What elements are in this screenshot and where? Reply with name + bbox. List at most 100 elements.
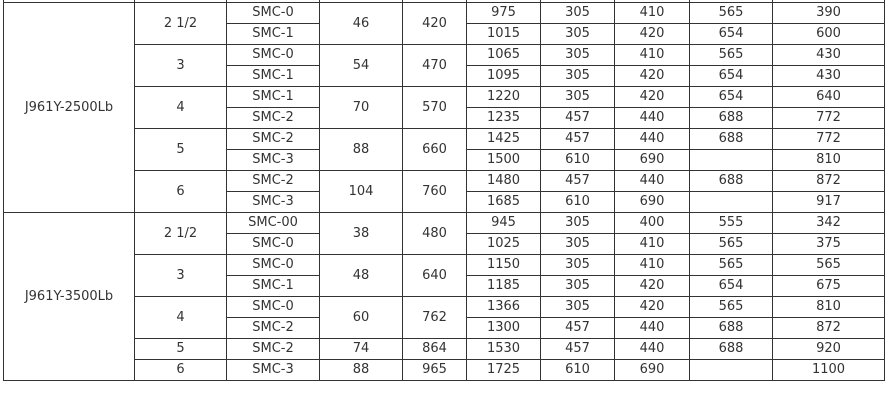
dimension-cell: 480 [402,212,467,255]
value-cell: 1220 [466,86,541,108]
value-cell: 654 [689,23,773,45]
value-cell: 920 [772,338,885,360]
value-cell: 410 [614,254,690,276]
value-cell: 305 [540,65,615,87]
smc-cell: SMC-0 [226,254,320,276]
smc-cell: SMC-2 [226,317,320,339]
size-cell: 3 [134,44,227,87]
smc-cell: SMC-0 [226,2,320,24]
value-cell: 690 [614,149,690,171]
value-cell: 457 [540,317,615,339]
value-cell: 410 [614,233,690,255]
size-cell: 6 [134,359,227,381]
table-row: 5 SMC-2 74 864 1530 457 440 688 920 [4,338,885,360]
value-cell: 654 [689,275,773,297]
value-cell: 565 [689,254,773,276]
size-cell: 2 1/2 [134,212,227,255]
smc-cell: SMC-3 [226,149,320,171]
value-cell: 410 [614,44,690,66]
value-cell: 305 [540,23,615,45]
size-cell: 4 [134,86,227,129]
value-cell: 410 [614,2,690,24]
smc-cell: SMC-0 [226,233,320,255]
smc-cell: SMC-1 [226,275,320,297]
value-cell: 610 [540,149,615,171]
value-cell: 1065 [466,44,541,66]
value-cell: 305 [540,296,615,318]
value-cell: 688 [689,317,773,339]
value-cell: 1185 [466,275,541,297]
value-cell: 772 [772,128,885,150]
smc-cell: SMC-1 [226,23,320,45]
value-cell: 1366 [466,296,541,318]
smc-cell: SMC-2 [226,128,320,150]
value-cell: 917 [772,191,885,213]
value-cell: 654 [689,86,773,108]
value-cell: 872 [772,170,885,192]
value-cell: 430 [772,44,885,66]
valve-spec-table: J961Y-2500Lb 2 1/2 SMC-0 46 420 975 305 410 565 3… [3,0,885,381]
dimension-cell: 420 [402,2,467,45]
value-cell: 457 [540,128,615,150]
value-cell [689,359,773,381]
value-cell: 440 [614,170,690,192]
value-cell: 390 [772,2,885,24]
value-cell: 688 [689,170,773,192]
value-cell: 688 [689,128,773,150]
value-cell: 430 [772,65,885,87]
value-cell: 457 [540,107,615,129]
table-row: J961Y-2500Lb 2 1/2 SMC-0 46 420 975 305 410 565 3… [3,2,885,213]
smc-cell: SMC-0 [226,296,320,318]
smc-cell: SMC-2 [226,107,320,129]
smc-cell: SMC-2 [226,170,320,192]
weight-cell: 74 [319,338,403,360]
value-cell: 1095 [466,65,541,87]
size-cell: 3 [134,254,227,297]
value-cell: 440 [614,128,690,150]
weight-cell: 88 [319,359,403,381]
smc-cell: SMC-0 [226,44,320,66]
value-cell: 420 [614,23,690,45]
dimension-cell: 762 [402,296,467,339]
size-cell: 5 [134,128,227,171]
value-cell: 1480 [466,170,541,192]
weight-cell: 104 [319,170,403,213]
value-cell: 420 [614,296,690,318]
value-cell [689,191,773,213]
value-cell: 675 [772,275,885,297]
value-cell: 565 [689,296,773,318]
value-cell: 690 [614,359,690,381]
model-cell: J961Y-3500Lb [3,212,135,381]
value-cell: 565 [689,233,773,255]
dimension-cell: 640 [402,254,467,297]
value-cell: 1725 [466,359,541,381]
table-row: 3 SMC-0 54 470 1065 305 410 565 430 [4,44,885,87]
size-cell: 4 [134,296,227,339]
value-cell: 945 [466,212,541,234]
size-cell: 5 [134,338,227,360]
table-row: 6 SMC-3 88 965 1725 610 690 1100 [4,359,885,381]
value-cell: 305 [540,44,615,66]
dimension-cell: 864 [402,338,467,360]
value-cell: 600 [772,23,885,45]
value-cell: 690 [614,191,690,213]
value-cell: 1685 [466,191,541,213]
size-cell: 6 [134,170,227,213]
smc-cell: SMC-1 [226,86,320,108]
table-body: J961Y-2500Lb 2 1/2 SMC-0 46 420 975 305 410 565 3… [3,0,885,381]
value-cell: 1500 [466,149,541,171]
dimension-cell: 470 [402,44,467,87]
smc-cell: SMC-2 [226,338,320,360]
value-cell: 1150 [466,254,541,276]
value-cell: 1025 [466,233,541,255]
dimension-cell: 965 [402,359,467,381]
value-cell: 1530 [466,338,541,360]
size-cell: 2 1/2 [134,2,227,45]
value-cell: 610 [540,359,615,381]
table-row: SMC-0 1025 305 410 565 375 [4,233,885,255]
weight-cell: 46 [319,2,403,45]
table-row: 4 SMC-0 60 762 1366 305 420 565 810 [4,296,885,339]
smc-cell: SMC-3 [226,359,320,381]
table-row: J961Y-3500Lb 2 1/2 SMC-00 38 480 945 305 400 555… [3,212,885,381]
table-row: 3 SMC-0 48 640 1150 305 410 565 565 [4,254,885,297]
